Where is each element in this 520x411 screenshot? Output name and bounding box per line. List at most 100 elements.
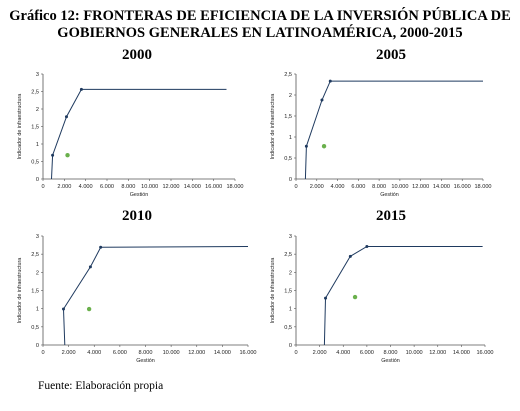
x-tick-label: 16.000 xyxy=(476,350,493,356)
x-tick-label: 18.000 xyxy=(226,184,243,190)
x-tick-label: 6.000 xyxy=(100,184,114,190)
figure-title-line1: Gráfico 12: FRONTERAS DE EFICIENCIA DE L… xyxy=(9,8,511,24)
x-tick-label: 8.000 xyxy=(121,184,135,190)
frontier-point xyxy=(64,115,68,119)
y-tick-label: 0 xyxy=(289,343,292,349)
chart-panel-2005: 0 0,5 1 1,5 2 2,5 0 2.000 4.000 6.000 8.000 10.000 1… xyxy=(270,72,492,198)
x-tick-label: 16.000 xyxy=(205,184,222,190)
y-tick-label: 2 xyxy=(289,270,292,276)
y-axis-title: Indicador de infraestructura xyxy=(17,94,23,160)
panel-title-2010: 2010 xyxy=(122,208,152,224)
frontier-point xyxy=(62,307,65,311)
y-tick-label: 2,5 xyxy=(31,90,39,96)
frontier-point xyxy=(320,98,324,102)
y-tick-label: 2 xyxy=(36,107,39,113)
frontier-point xyxy=(99,245,103,249)
x-tick-label: 4.000 xyxy=(79,184,93,190)
x-tick-label: 12.000 xyxy=(429,350,446,356)
x-tick-label: 10.000 xyxy=(406,350,423,356)
x-tick-label: 18.000 xyxy=(474,184,491,190)
y-axis-title: Indicador de infraestructura xyxy=(270,258,276,324)
x-tick-label: 4.000 xyxy=(336,350,350,356)
frontier-point xyxy=(324,296,328,300)
y-tick-label: 1 xyxy=(289,135,292,141)
frontier-point xyxy=(51,153,55,157)
x-tick-label: 14.000 xyxy=(433,184,450,190)
y-axis-title: Indicador de infraestructura xyxy=(17,258,23,324)
x-tick-label: 0 xyxy=(41,184,44,190)
x-tick-label: 0 xyxy=(294,350,297,356)
y-tick-label: 2 xyxy=(36,270,39,276)
observed-point xyxy=(86,306,92,312)
x-tick-label: 8.000 xyxy=(139,350,153,356)
y-tick-label: 0,5 xyxy=(31,160,39,166)
y-tick-label: 1 xyxy=(36,142,39,148)
source-note: Fuente: Elaboración propia xyxy=(38,380,164,392)
y-tick-label: 2,5 xyxy=(284,72,292,78)
frontier-series-line xyxy=(304,80,483,180)
x-tick-label: 16.000 xyxy=(454,184,471,190)
x-axis-title: Gestión xyxy=(380,192,399,198)
x-tick-label: 12.000 xyxy=(162,184,179,190)
x-tick-label: 2.000 xyxy=(310,184,324,190)
y-tick-label: 2,5 xyxy=(284,252,292,258)
y-tick-label: 1 xyxy=(36,307,39,313)
y-tick-label: 2,5 xyxy=(31,252,39,258)
frontier-point xyxy=(365,245,369,249)
x-tick-label: 8.000 xyxy=(384,350,398,356)
x-tick-label: 12.000 xyxy=(412,184,429,190)
x-tick-label: 2.000 xyxy=(62,350,76,356)
x-tick-label: 4.000 xyxy=(87,350,101,356)
panel-title-2000: 2000 xyxy=(122,47,152,63)
y-tick-label: 1,5 xyxy=(31,289,39,295)
frontier-series-line xyxy=(323,246,483,346)
x-tick-label: 6.000 xyxy=(113,350,127,356)
x-tick-label: 14.000 xyxy=(453,350,470,356)
y-tick-label: 0,5 xyxy=(284,156,292,162)
y-tick-label: 1,5 xyxy=(284,289,292,295)
panel-title-2015: 2015 xyxy=(376,208,406,224)
frontier-point xyxy=(88,265,92,269)
figure-title-line2: GOBIERNOS GENERALES EN LATINOAMÉRICA, 20… xyxy=(57,25,463,41)
observed-point xyxy=(321,144,327,149)
frontier-point xyxy=(79,87,83,91)
x-axis-title: Gestión xyxy=(381,358,400,364)
y-tick-label: 3 xyxy=(36,72,39,78)
x-axis-title: Gestión xyxy=(130,192,149,198)
y-tick-label: 0,5 xyxy=(31,325,39,331)
x-tick-label: 16.000 xyxy=(239,350,256,356)
x-tick-label: 0 xyxy=(294,184,297,190)
chart-panel-2015: 0 0,5 1 1,5 2 2,5 3 0 2.000 4.000 6.000 8.000 10.000… xyxy=(270,234,494,364)
frontier-series-line xyxy=(62,246,249,346)
x-tick-label: 2.000 xyxy=(313,350,327,356)
y-tick-label: 0 xyxy=(36,343,39,349)
y-tick-label: 0,5 xyxy=(284,325,292,331)
x-tick-label: 14.000 xyxy=(184,184,201,190)
frontier-series-line xyxy=(51,88,227,180)
x-tick-label: 10.000 xyxy=(391,184,408,190)
y-tick-label: 3 xyxy=(36,234,39,240)
x-axis-title: Gestión xyxy=(136,358,155,364)
x-tick-label: 6.000 xyxy=(351,184,365,190)
chart-panel-2000: 0 0,5 1 1,5 2 2,5 3 0 2.000 4.000 6.000 8.000 10.000… xyxy=(17,72,244,198)
y-tick-label: 2 xyxy=(289,93,292,99)
x-tick-label: 12.000 xyxy=(188,350,205,356)
observed-point xyxy=(352,294,358,300)
x-tick-label: 0 xyxy=(41,350,44,356)
x-tick-label: 10.000 xyxy=(163,350,180,356)
x-tick-label: 8.000 xyxy=(372,184,386,190)
y-tick-label: 0 xyxy=(289,177,292,183)
x-tick-label: 6.000 xyxy=(360,350,374,356)
frontier-point xyxy=(348,254,352,258)
x-tick-label: 4.000 xyxy=(331,184,345,190)
frontier-point xyxy=(328,79,332,83)
panel-title-2005: 2005 xyxy=(376,47,406,63)
chart-panel-2010: 0 0,5 1 1,5 2 2,5 3 0 2.000 4.000 6.000 8.000 10.000… xyxy=(17,234,257,364)
x-tick-label: 14.000 xyxy=(214,350,231,356)
y-tick-label: 1 xyxy=(289,307,292,313)
y-tick-label: 1,5 xyxy=(284,114,292,120)
y-axis-title: Indicador de infraestructura xyxy=(270,94,276,160)
x-tick-label: 2.000 xyxy=(57,184,71,190)
observed-point xyxy=(65,153,70,158)
